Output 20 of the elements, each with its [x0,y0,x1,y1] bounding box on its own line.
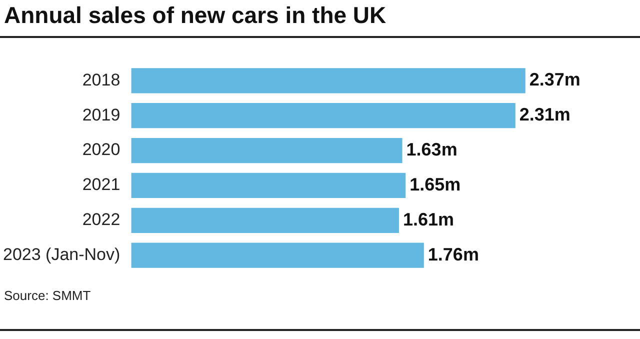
y-tick-label: 2022 [82,210,120,230]
y-tick-label: 2019 [82,105,120,124]
y-tick-label: 2018 [82,70,120,90]
data-label: 1.65m [410,174,461,194]
chart-title: Annual sales of new cars in the UK [4,2,386,29]
y-tick-label: 2023 (Jan-Nov) [2,245,120,264]
bar [131,208,399,233]
y-tick-label: 2020 [82,140,120,160]
data-label: 1.76m [428,244,479,264]
bar [131,138,402,164]
data-label: 2.31m [519,104,570,125]
bar [131,242,424,268]
data-label: 1.61m [402,209,454,230]
y-tick-label: 2021 [82,175,120,194]
data-label: 1.63m [406,140,458,160]
bar [131,103,516,128]
bar [131,68,526,94]
data-label: 2.37m [529,70,580,90]
source-note: Source: SMMT [4,288,91,303]
bar [131,172,406,198]
